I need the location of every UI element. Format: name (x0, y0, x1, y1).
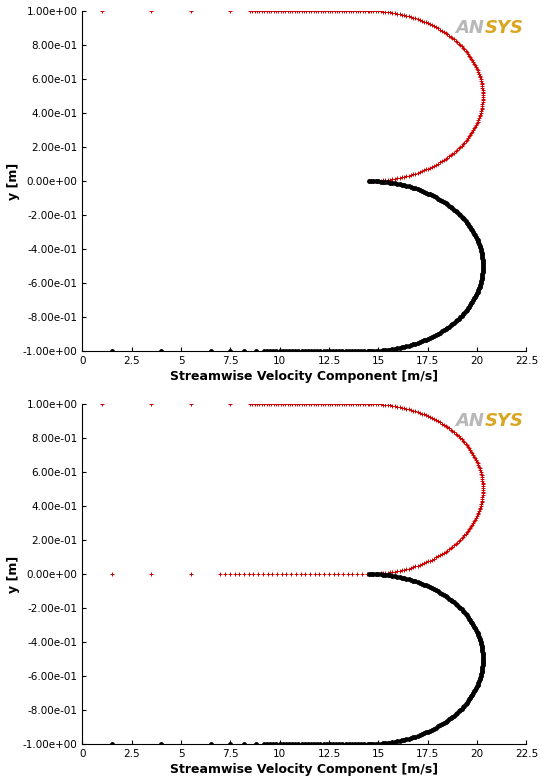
Text: SYS: SYS (485, 20, 523, 38)
Y-axis label: y [m]: y [m] (7, 555, 20, 593)
X-axis label: Streamwise Velocity Component [m/s]: Streamwise Velocity Component [m/s] (171, 370, 438, 383)
X-axis label: Streamwise Velocity Component [m/s]: Streamwise Velocity Component [m/s] (171, 763, 438, 776)
Text: SYS: SYS (485, 413, 523, 431)
Text: AN: AN (456, 20, 485, 38)
Text: AN: AN (456, 413, 485, 431)
Y-axis label: y [m]: y [m] (7, 162, 20, 200)
